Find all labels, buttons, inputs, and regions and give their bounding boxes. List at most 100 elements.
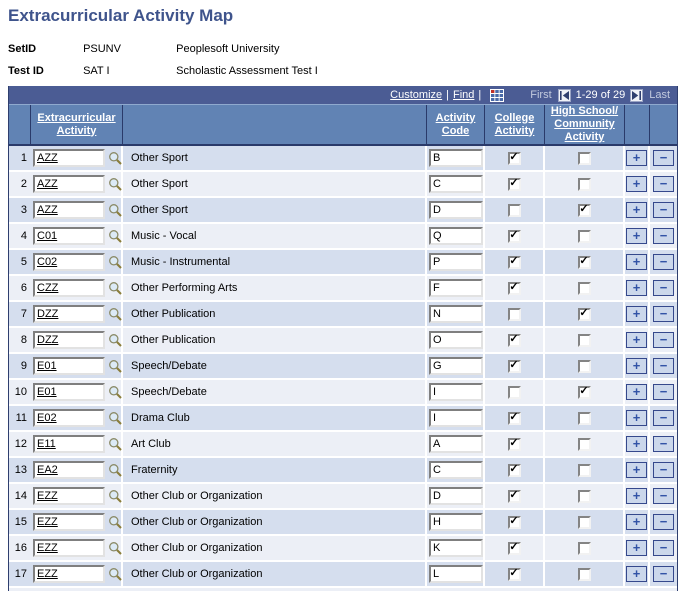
add-row-button[interactable]: + (626, 384, 647, 400)
highschool-community-checkbox[interactable] (577, 151, 591, 165)
college-activity-checkbox[interactable] (507, 255, 521, 269)
lookup-magnifier-icon[interactable] (108, 541, 123, 556)
college-activity-checkbox[interactable] (507, 177, 521, 191)
delete-row-button[interactable]: − (653, 514, 674, 530)
college-activity-checkbox[interactable] (507, 463, 521, 477)
activity-code-input[interactable] (33, 331, 105, 349)
delete-row-button[interactable]: − (653, 254, 674, 270)
delete-row-button[interactable]: − (653, 410, 674, 426)
activity-letter-input[interactable] (429, 539, 483, 557)
highschool-community-checkbox[interactable] (577, 307, 591, 321)
highschool-community-checkbox[interactable] (577, 203, 591, 217)
highschool-community-checkbox[interactable] (577, 333, 591, 347)
highschool-community-checkbox[interactable] (577, 177, 591, 191)
activity-letter-input[interactable] (429, 253, 483, 271)
customize-link[interactable]: Customize (390, 89, 443, 101)
activity-letter-input[interactable] (429, 331, 483, 349)
highschool-community-checkbox[interactable] (577, 515, 591, 529)
activity-code-input[interactable] (33, 253, 105, 271)
delete-row-button[interactable]: − (653, 462, 674, 478)
activity-letter-input[interactable] (429, 409, 483, 427)
activity-letter-input[interactable] (429, 175, 483, 193)
lookup-magnifier-icon[interactable] (108, 333, 123, 348)
add-row-button[interactable]: + (626, 332, 647, 348)
add-row-button[interactable]: + (626, 410, 647, 426)
add-row-button[interactable]: + (626, 488, 647, 504)
delete-row-button[interactable]: − (653, 176, 674, 192)
activity-letter-input[interactable] (429, 149, 483, 167)
lookup-magnifier-icon[interactable] (108, 385, 123, 400)
lookup-magnifier-icon[interactable] (108, 567, 123, 582)
college-activity-checkbox[interactable] (507, 281, 521, 295)
delete-row-button[interactable]: − (653, 566, 674, 582)
lookup-magnifier-icon[interactable] (108, 151, 123, 166)
activity-code-input[interactable] (33, 409, 105, 427)
add-row-button[interactable]: + (626, 514, 647, 530)
delete-row-button[interactable]: − (653, 358, 674, 374)
delete-row-button[interactable]: − (653, 384, 674, 400)
header-extracurricular-activity[interactable]: Extracurricular Activity (37, 111, 116, 137)
highschool-community-checkbox[interactable] (577, 229, 591, 243)
delete-row-button[interactable]: − (653, 488, 674, 504)
highschool-community-checkbox[interactable] (577, 489, 591, 503)
highschool-community-checkbox[interactable] (577, 541, 591, 555)
activity-code-input[interactable] (33, 565, 105, 583)
delete-row-button[interactable]: − (653, 540, 674, 556)
lookup-magnifier-icon[interactable] (108, 359, 123, 374)
lookup-magnifier-icon[interactable] (108, 255, 123, 270)
lookup-magnifier-icon[interactable] (108, 177, 123, 192)
activity-code-input[interactable] (33, 513, 105, 531)
activity-letter-input[interactable] (429, 201, 483, 219)
activity-letter-input[interactable] (429, 279, 483, 297)
add-row-button[interactable]: + (626, 150, 647, 166)
lookup-magnifier-icon[interactable] (108, 463, 123, 478)
add-row-button[interactable]: + (626, 176, 647, 192)
add-row-button[interactable]: + (626, 566, 647, 582)
highschool-community-checkbox[interactable] (577, 255, 591, 269)
delete-row-button[interactable]: − (653, 332, 674, 348)
lookup-magnifier-icon[interactable] (108, 411, 123, 426)
delete-row-button[interactable]: − (653, 228, 674, 244)
delete-row-button[interactable]: − (653, 202, 674, 218)
add-row-button[interactable]: + (626, 306, 647, 322)
add-row-button[interactable]: + (626, 254, 647, 270)
college-activity-checkbox[interactable] (507, 333, 521, 347)
add-row-button[interactable]: + (626, 202, 647, 218)
college-activity-checkbox[interactable] (507, 359, 521, 373)
delete-row-button[interactable]: − (653, 280, 674, 296)
activity-letter-input[interactable] (429, 513, 483, 531)
next-page-button[interactable] (630, 88, 644, 102)
activity-code-input[interactable] (33, 461, 105, 479)
activity-code-input[interactable] (33, 227, 105, 245)
add-row-button[interactable]: + (626, 280, 647, 296)
activity-letter-input[interactable] (429, 461, 483, 479)
add-row-button[interactable]: + (626, 228, 647, 244)
add-row-button[interactable]: + (626, 358, 647, 374)
college-activity-checkbox[interactable] (507, 203, 521, 217)
activity-letter-input[interactable] (429, 383, 483, 401)
activity-code-input[interactable] (33, 279, 105, 297)
highschool-community-checkbox[interactable] (577, 411, 591, 425)
activity-code-input[interactable] (33, 305, 105, 323)
download-grid-icon[interactable] (490, 88, 505, 102)
lookup-magnifier-icon[interactable] (108, 307, 123, 322)
activity-code-input[interactable] (33, 435, 105, 453)
header-activity-code[interactable]: Activity Code (435, 111, 476, 137)
activity-letter-input[interactable] (429, 227, 483, 245)
lookup-magnifier-icon[interactable] (108, 229, 123, 244)
highschool-community-checkbox[interactable] (577, 463, 591, 477)
college-activity-checkbox[interactable] (507, 489, 521, 503)
lookup-magnifier-icon[interactable] (108, 281, 123, 296)
activity-code-input[interactable] (33, 539, 105, 557)
delete-row-button[interactable]: − (653, 436, 674, 452)
highschool-community-checkbox[interactable] (577, 567, 591, 581)
header-highschool-community-activity[interactable]: High School/ Community Activity (550, 105, 619, 143)
delete-row-button[interactable]: − (653, 306, 674, 322)
activity-code-input[interactable] (33, 487, 105, 505)
highschool-community-checkbox[interactable] (577, 281, 591, 295)
lookup-magnifier-icon[interactable] (108, 437, 123, 452)
add-row-button[interactable]: + (626, 436, 647, 452)
activity-code-input[interactable] (33, 201, 105, 219)
college-activity-checkbox[interactable] (507, 385, 521, 399)
previous-page-button[interactable] (557, 88, 571, 102)
